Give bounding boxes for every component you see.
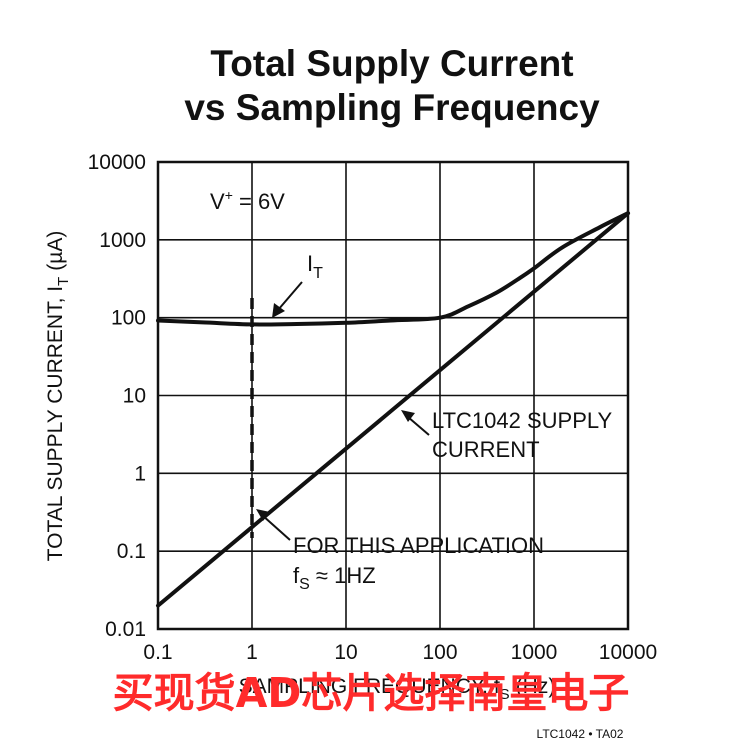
grid-lines [157, 161, 629, 630]
chart-title-line-2: vs Sampling Frequency [184, 87, 600, 128]
it-label-main: I [307, 251, 313, 276]
x-axis-label-subscript: S [500, 686, 510, 703]
y-axis-label-subscript: T [55, 277, 72, 286]
x-axis-label: SAMPLING FREQUENCY, fS (Hz) [239, 675, 556, 703]
x-tick-label-4: 1000 [511, 641, 558, 664]
ltc-pointer-arrow [407, 416, 430, 436]
y-tick-label-2: 1 [134, 462, 146, 485]
x-tick-label-0: 0.1 [143, 641, 172, 664]
it-pointer-arrow [277, 281, 303, 311]
watermark-text: 买现货AD芯片选择南皇电子 [113, 669, 630, 717]
plot-frame [156, 160, 630, 631]
y-tick-label-6: 10000 [88, 151, 146, 174]
y-tick-label-4: 100 [111, 307, 146, 330]
x-tick-label-5: 10000 [599, 641, 657, 664]
application-pointer-arrow [261, 514, 291, 541]
y-tick-labels: 0.01 0.1 1 10 100 1000 10000 [88, 151, 146, 641]
app-label-subscript: S [299, 576, 310, 593]
application-arrowhead [256, 509, 270, 521]
y-axis-label-main: TOTAL SUPPLY CURRENT, I [44, 286, 67, 561]
application-label-line-2: fS ≈ 1HZ [293, 563, 376, 593]
x-tick-label-2: 10 [334, 641, 357, 664]
series-line-1 [156, 211, 630, 608]
it-label-subscript: T [313, 265, 323, 282]
ltc-arrowhead [401, 410, 415, 422]
x-axis-label-unit: (Hz) [516, 675, 556, 698]
y-tick-label-0: 0.01 [105, 618, 146, 641]
x-axis-label-main: SAMPLING FREQUENCY, f [239, 675, 500, 698]
condition-label: V+ = 6V [210, 187, 285, 214]
y-axis-label: TOTAL SUPPLY CURRENT, IT (µA) [44, 231, 72, 562]
x-tick-label-3: 100 [422, 641, 457, 664]
x-tick-labels: 0.1 1 10 100 1000 10000 [143, 641, 657, 664]
app-label-main: f [293, 563, 300, 588]
y-tick-label-3: 10 [123, 385, 146, 408]
x-tick-label-1: 1 [246, 641, 258, 664]
figure-code: LTC1042 • TA02 [537, 727, 624, 741]
ltc-label-line-2: CURRENT [432, 437, 540, 462]
y-tick-label-1: 0.1 [117, 540, 146, 563]
series-line-0 [156, 211, 630, 327]
series-group [156, 211, 630, 608]
application-label-line-1: FOR THIS APPLICATION [293, 533, 544, 558]
it-curve-label: IT [307, 251, 323, 282]
ltc-label-line-1: LTC1042 SUPPLY [432, 408, 612, 433]
condition-rest: = 6V [233, 189, 285, 214]
it-arrowhead [272, 303, 285, 318]
condition-main: V [210, 189, 225, 214]
y-axis-label-unit: (µA) [44, 231, 67, 271]
condition-superscript: + [225, 187, 233, 203]
chart-title-line-1: Total Supply Current [210, 43, 573, 84]
app-label-rest: ≈ 1HZ [310, 563, 376, 588]
y-tick-label-5: 1000 [99, 229, 146, 252]
